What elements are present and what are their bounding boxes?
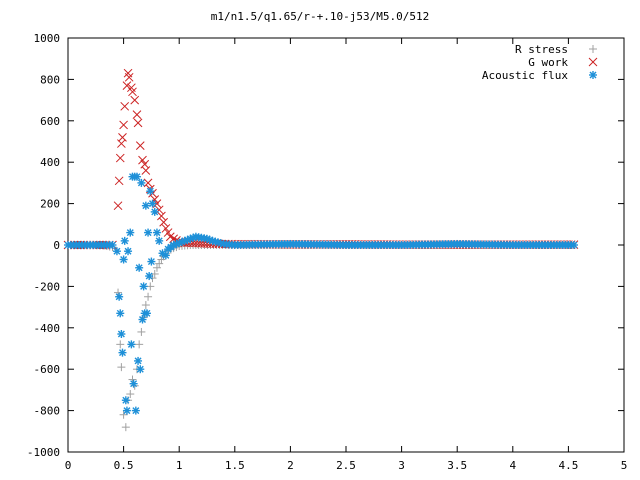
data-point bbox=[175, 238, 184, 247]
data-point bbox=[120, 236, 129, 245]
data-point bbox=[135, 340, 144, 349]
data-point bbox=[144, 292, 153, 301]
y-tick-label: 1000 bbox=[34, 32, 61, 45]
series-acoustic-flux bbox=[64, 172, 578, 415]
x-tick-label: 4.5 bbox=[558, 459, 578, 472]
data-point bbox=[132, 110, 142, 119]
data-point bbox=[146, 282, 155, 291]
x-tick-label: 2.5 bbox=[336, 459, 356, 472]
data-point bbox=[145, 272, 154, 281]
data-point bbox=[136, 365, 145, 374]
series-g-work bbox=[63, 68, 579, 250]
data-point bbox=[155, 236, 164, 245]
data-point bbox=[148, 199, 157, 208]
data-point bbox=[116, 309, 125, 318]
data-point bbox=[128, 87, 137, 97]
data-point bbox=[124, 72, 134, 82]
data-point bbox=[130, 95, 140, 105]
data-point bbox=[112, 247, 121, 256]
data-point bbox=[141, 166, 151, 175]
data-point bbox=[121, 423, 130, 432]
data-point bbox=[569, 241, 578, 249]
data-point bbox=[114, 176, 124, 186]
data-point bbox=[161, 224, 171, 233]
data-point bbox=[113, 201, 123, 211]
data-point bbox=[135, 141, 145, 150]
data-point bbox=[117, 330, 126, 339]
legend-label: Acoustic flux bbox=[482, 69, 568, 82]
x-tick-label: 1 bbox=[176, 459, 183, 472]
data-point bbox=[117, 363, 126, 372]
y-tick-label: 0 bbox=[53, 239, 60, 252]
data-point bbox=[137, 327, 146, 336]
data-point bbox=[129, 379, 138, 388]
legend-marker bbox=[589, 71, 597, 79]
x-tick-label: 1.5 bbox=[225, 459, 245, 472]
data-point bbox=[132, 172, 141, 181]
legend-label: G work bbox=[528, 56, 568, 69]
y-tick-label: 200 bbox=[40, 198, 60, 211]
y-tick-label: 600 bbox=[40, 115, 60, 128]
x-tick-label: 0.5 bbox=[114, 459, 134, 472]
data-point bbox=[118, 348, 127, 357]
data-point bbox=[137, 178, 146, 187]
data-point bbox=[133, 118, 143, 128]
data-point bbox=[138, 315, 147, 324]
data-point bbox=[131, 406, 140, 415]
data-point bbox=[138, 155, 147, 165]
data-point bbox=[159, 217, 168, 227]
y-tick-label: -1000 bbox=[27, 446, 60, 459]
data-point bbox=[141, 201, 150, 210]
x-tick-label: 3.5 bbox=[447, 459, 467, 472]
data-point bbox=[127, 340, 136, 349]
y-tick-label: 800 bbox=[40, 73, 60, 86]
data-point bbox=[134, 356, 143, 365]
data-point bbox=[147, 257, 156, 266]
data-point bbox=[108, 241, 117, 249]
x-tick-label: 2 bbox=[287, 459, 294, 472]
data-point bbox=[142, 309, 151, 318]
chart-title: m1/n1.5/q1.65/r-+.10-j53/M5.0/512 bbox=[210, 10, 430, 23]
data-point bbox=[144, 228, 153, 237]
data-point bbox=[157, 211, 166, 221]
legend-marker bbox=[589, 45, 597, 53]
x-tick-label: 5 bbox=[621, 459, 628, 472]
x-tick-label: 0 bbox=[65, 459, 72, 472]
data-point bbox=[115, 153, 125, 163]
data-point bbox=[126, 390, 135, 399]
data-point bbox=[119, 120, 128, 130]
legend-label: R stress bbox=[515, 43, 568, 56]
y-tick-label: -600 bbox=[34, 363, 61, 376]
data-point bbox=[146, 187, 155, 196]
data-point bbox=[141, 301, 150, 310]
data-point bbox=[155, 259, 164, 268]
data-point bbox=[120, 101, 130, 111]
data-point bbox=[118, 133, 127, 142]
y-tick-label: -400 bbox=[34, 322, 61, 335]
x-tick-label: 4 bbox=[509, 459, 516, 472]
data-point bbox=[139, 282, 148, 291]
data-point bbox=[152, 263, 161, 272]
x-tick-label: 3 bbox=[398, 459, 405, 472]
data-point bbox=[121, 396, 130, 405]
y-tick-label: -800 bbox=[34, 405, 61, 418]
data-point bbox=[116, 340, 125, 349]
data-point bbox=[115, 292, 124, 301]
data-point bbox=[143, 178, 153, 188]
data-point bbox=[124, 247, 133, 256]
y-tick-label: -200 bbox=[34, 280, 61, 293]
y-tick-label: 400 bbox=[40, 156, 60, 169]
data-point bbox=[135, 263, 144, 272]
data-point bbox=[126, 228, 135, 237]
data-point bbox=[150, 207, 159, 216]
data-point bbox=[161, 251, 170, 260]
data-point bbox=[119, 255, 128, 264]
data-point bbox=[119, 410, 128, 419]
data-point bbox=[152, 228, 161, 237]
legend-marker bbox=[588, 57, 598, 67]
data-point bbox=[122, 406, 131, 415]
